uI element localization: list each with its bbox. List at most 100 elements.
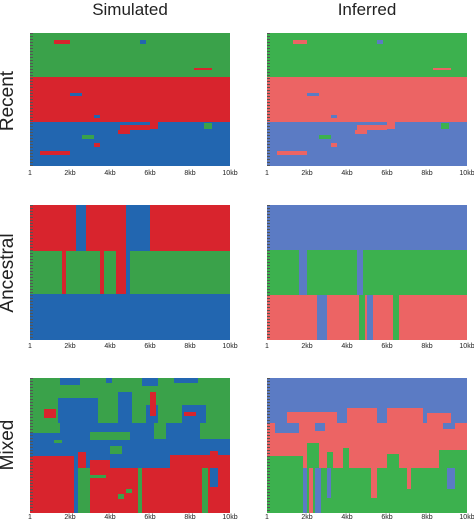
axis-tick-label: 6kb — [381, 514, 393, 521]
axis-tick-label: 8kb — [421, 514, 433, 521]
axis-tick-label: 2kb — [301, 343, 313, 350]
axis-tick-label: 6kb — [144, 170, 156, 177]
axis-tick-label: 2kb — [64, 170, 76, 177]
haplotype-segment — [427, 413, 451, 423]
haplotype-segment — [40, 151, 70, 156]
haplotype-segment — [62, 250, 66, 295]
haplotype-segment — [140, 39, 146, 44]
axis-tick-label: 4kb — [104, 170, 116, 177]
axis-tick-label: 6kb — [144, 343, 156, 350]
haplotype-segment — [327, 452, 333, 469]
row-label-ancestral: Ancestral — [0, 233, 18, 313]
mixed-simulated-panel — [30, 378, 230, 513]
x-axis-ancestral-inferred: 1 2kb 4kb 6kb 8kb 10kb — [265, 343, 474, 353]
axis-tick-label: 10kb — [459, 343, 474, 350]
haplotype-segment — [30, 76, 230, 123]
haplotype-segment — [359, 295, 365, 340]
haplotype-segment — [317, 295, 327, 340]
axis-tick-label: 1 — [28, 170, 32, 177]
axis-tick-label: 10kb — [459, 514, 474, 521]
haplotype-segment — [150, 391, 156, 416]
axis-tick-label: 1 — [265, 343, 269, 350]
haplotype-segment — [277, 151, 307, 156]
haplotype-segment — [202, 468, 208, 513]
haplotype-segment — [126, 205, 150, 251]
haplotype-segment — [267, 468, 467, 513]
haplotype-segment — [387, 453, 399, 469]
haplotype-segment — [315, 468, 321, 513]
haplotype-segment — [118, 494, 124, 500]
haplotype-segment — [287, 411, 337, 423]
row-label-mixed: Mixed — [0, 419, 18, 471]
haplotype-segment — [30, 456, 74, 469]
haplotype-segment — [367, 295, 373, 340]
haplotype-segment — [100, 250, 104, 295]
haplotype-segment — [30, 459, 38, 469]
haplotype-segment — [387, 122, 395, 129]
haplotype-segment — [407, 468, 411, 489]
x-axis-mixed-inferred: 1 2kb 4kb 6kb 8kb 10kb — [265, 514, 474, 524]
axis-tick-label: 8kb — [184, 514, 196, 521]
haplotype-segment — [439, 449, 467, 469]
haplotype-segment — [441, 123, 449, 129]
haplotype-segment — [371, 468, 377, 499]
haplotype-segment — [118, 130, 130, 135]
haplotype-segment — [126, 488, 132, 493]
ancestral-simulated-panel — [30, 205, 230, 340]
haplotype-segment — [30, 422, 60, 434]
axis-tick-label: 4kb — [104, 343, 116, 350]
axis-tick-label: 10kb — [222, 170, 238, 177]
axis-tick-label: 2kb — [64, 514, 76, 521]
haplotype-segment — [110, 445, 122, 454]
haplotype-segment — [447, 468, 455, 489]
axis-tick-label: 6kb — [381, 170, 393, 177]
haplotype-segment — [357, 124, 387, 131]
haplotype-segment — [126, 250, 130, 295]
haplotype-segment — [78, 468, 90, 513]
x-axis-ancestral-simulated: 1 2kb 4kb 6kb 8kb 10kb — [28, 343, 238, 353]
axis-tick-label: 10kb — [222, 343, 238, 350]
haplotype-segment — [267, 456, 303, 469]
haplotype-segment — [54, 39, 70, 44]
haplotype-segment — [44, 409, 56, 419]
haplotype-segment — [267, 76, 467, 123]
haplotype-segment — [94, 143, 100, 148]
haplotype-segment — [106, 378, 112, 384]
haplotype-segment — [54, 440, 62, 443]
haplotype-segment — [150, 122, 158, 129]
haplotype-segment — [433, 67, 451, 71]
axis-tick-label: 1 — [265, 170, 269, 177]
haplotype-segment — [267, 205, 467, 250]
haplotype-segment — [387, 407, 423, 423]
haplotype-segment — [118, 391, 132, 423]
haplotype-segment — [443, 422, 455, 430]
haplotype-segment — [200, 422, 230, 439]
haplotype-segment — [377, 39, 383, 44]
ancestral-inferred-panel — [267, 205, 467, 340]
haplotype-segment — [78, 452, 86, 469]
axis-tick-label: 4kb — [104, 514, 116, 521]
haplotype-segment — [299, 249, 307, 296]
axis-tick-label: 8kb — [184, 170, 196, 177]
haplotype-segment — [58, 398, 98, 423]
haplotype-segment — [90, 475, 106, 478]
haplotype-segment — [74, 468, 78, 513]
row-label-recent: Recent — [0, 70, 18, 132]
haplotype-segment — [343, 448, 349, 469]
haplotype-segment — [327, 468, 331, 499]
haplotype-segment — [309, 468, 313, 513]
haplotype-segment — [315, 422, 325, 431]
axis-tick-label: 10kb — [459, 170, 474, 177]
axis-tick-label: 8kb — [421, 343, 433, 350]
axis-tick-label: 2kb — [301, 514, 313, 521]
haplotype-segment — [393, 295, 399, 340]
haplotype-segment — [142, 378, 158, 387]
x-axis-mixed-simulated: 1 2kb 4kb 6kb 8kb 10kb — [28, 514, 238, 524]
haplotype-segment — [347, 407, 377, 423]
haplotype-segment — [116, 250, 126, 295]
haplotype-segment — [30, 294, 230, 340]
x-axis-recent-simulated: 1 2kb 4kb 6kb 8kb 10kb — [28, 170, 238, 180]
axis-tick-label: 2kb — [301, 170, 313, 177]
axis-tick-label: 1 — [28, 343, 32, 350]
haplotype-segment — [90, 432, 130, 441]
